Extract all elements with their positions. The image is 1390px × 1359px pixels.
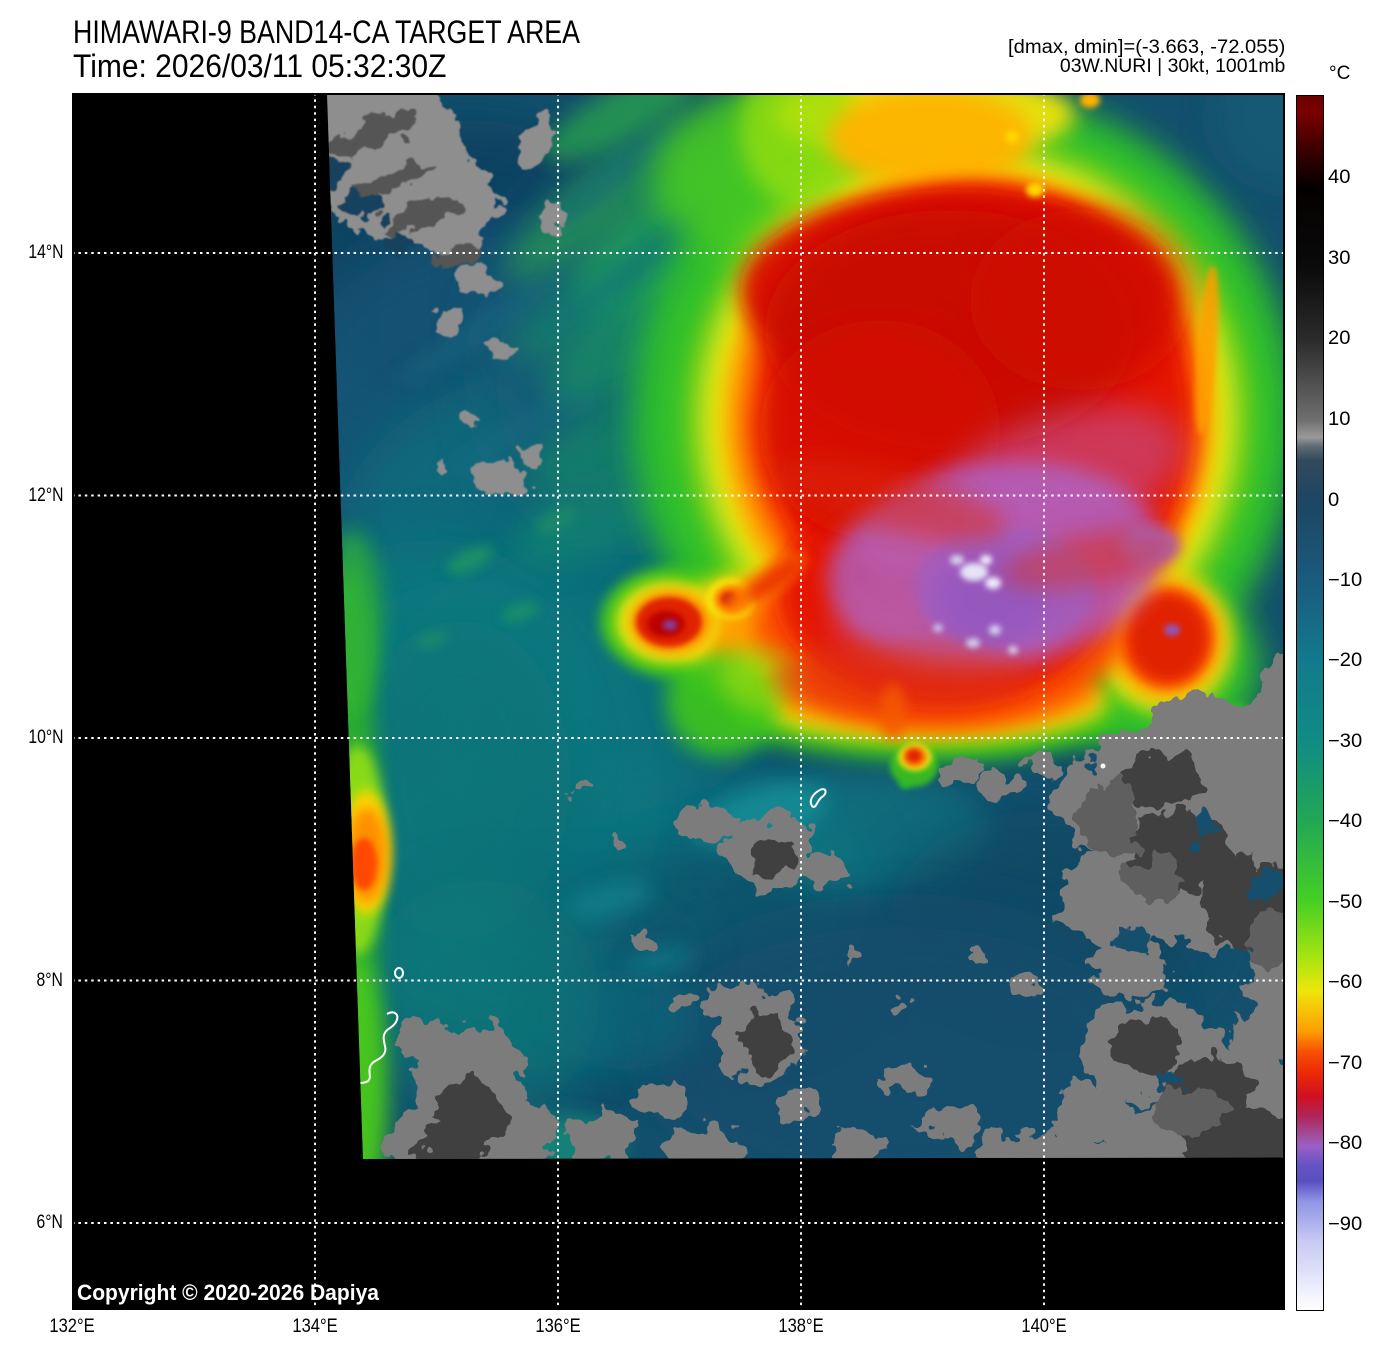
svg-text:Copyright © 2020-2026 Dapiya: Copyright © 2020-2026 Dapiya <box>77 1280 379 1305</box>
